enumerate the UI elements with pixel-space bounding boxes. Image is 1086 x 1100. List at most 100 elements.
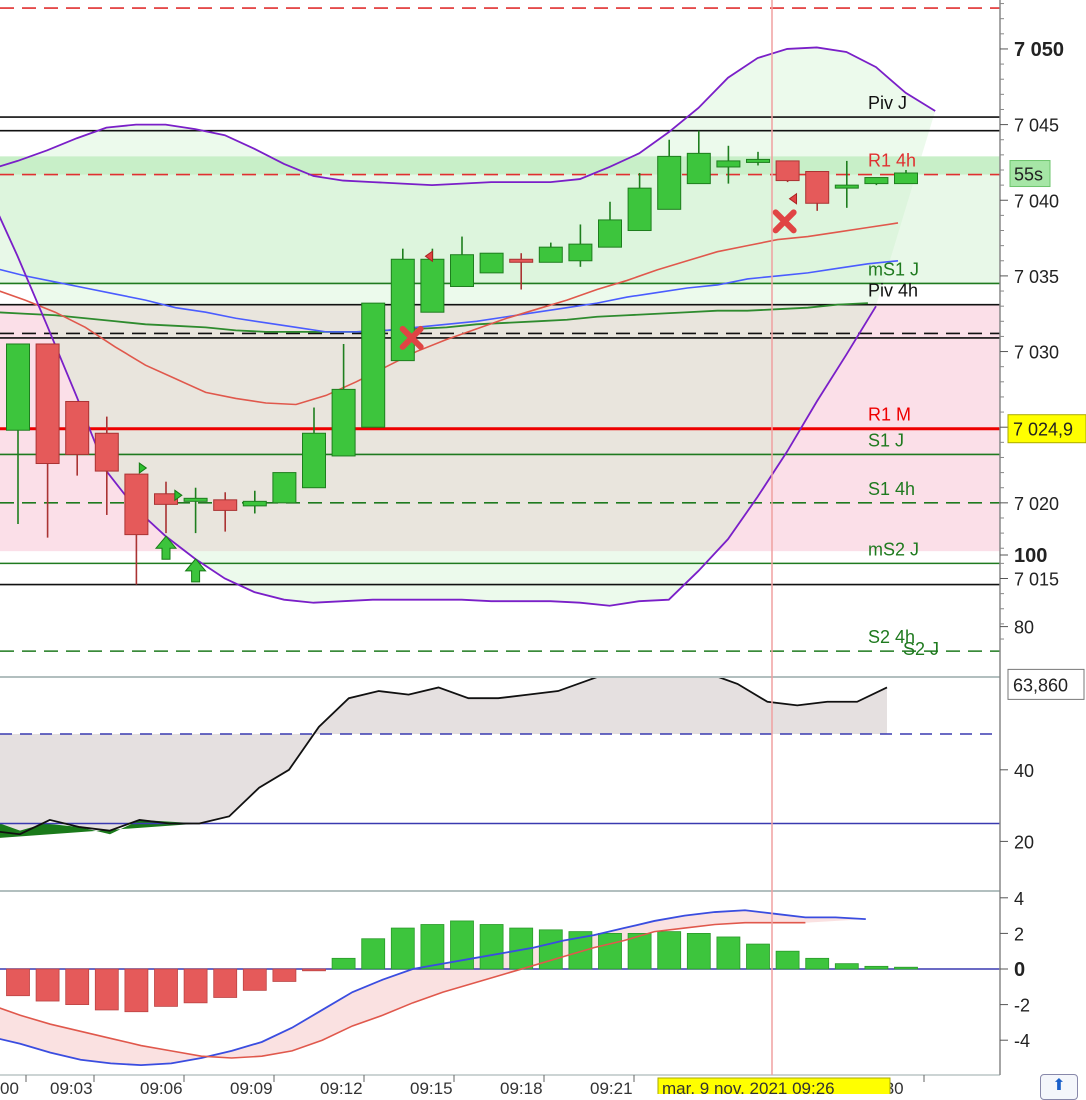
level-label: R1 4h: [868, 151, 916, 171]
macd-bar: [627, 933, 652, 970]
oscillator-tick-label: 40: [1014, 761, 1034, 781]
last-price-label: 7 024,9: [1013, 420, 1073, 440]
macd-bar: [420, 924, 445, 970]
macd-bar: [65, 968, 90, 1005]
oscillator-tick-label: 20: [1014, 832, 1034, 852]
level-label: Piv 4h: [868, 281, 918, 301]
candle-body: [627, 187, 652, 232]
level-label: S2 J: [903, 639, 939, 659]
price-tick-label: 7 020: [1014, 494, 1059, 514]
candle-body: [450, 254, 474, 287]
candle-body: [894, 172, 918, 185]
macd-line: [0, 909, 866, 1067]
panel-separators: [0, 0, 1001, 1076]
macd-bar: [361, 938, 386, 970]
time-tick-label: 00: [0, 1079, 19, 1094]
candle-body: [775, 160, 800, 182]
candle-body: [183, 497, 208, 502]
macd-bar: [479, 924, 504, 970]
time-tick-label: 09:15: [410, 1079, 453, 1094]
oscillator-axis[interactable]: 100 80 40 20 63,860: [1000, 545, 1085, 852]
ema-red-line: [0, 222, 899, 406]
candle-body: [420, 258, 445, 313]
level-label: mS1 J: [868, 259, 919, 279]
candle-body: [6, 343, 30, 431]
candle-body: [686, 152, 711, 185]
candle-body: [716, 160, 741, 168]
ema-blue-line: [0, 259, 899, 333]
candle-body: [746, 158, 770, 163]
macd-bar: [805, 957, 830, 970]
sell-signal-icon: [772, 209, 797, 234]
macd-tick-label: -2: [1014, 996, 1030, 1016]
candle-body: [65, 400, 90, 455]
cursor-time-badge: [657, 1077, 891, 1094]
signal-markers: [138, 192, 798, 583]
candle-body: [598, 219, 622, 248]
cursor-time-label: mar. 9 nov. 2021 09:26: [662, 1079, 835, 1094]
level-label: S2 4h: [868, 627, 915, 647]
macd-axis[interactable]: 4 2 0 -2 -4: [1000, 889, 1030, 1051]
candle-body: [94, 432, 119, 472]
oscillator-panel[interactable]: [0, 645, 1000, 838]
candle-body: [242, 500, 267, 507]
bollinger-area: [0, 47, 936, 606]
macd-bar: [302, 968, 326, 972]
price-tick-label: 7 035: [1014, 267, 1059, 287]
countdown-label: 55s: [1014, 165, 1043, 185]
macd-bar: [657, 931, 682, 970]
sell-signal-icon: [399, 325, 424, 350]
candle-body: [272, 472, 297, 504]
candle-body: [213, 499, 238, 511]
macd-bar: [864, 965, 889, 970]
candle-body: [154, 493, 178, 505]
macd-bar: [124, 968, 149, 1013]
candle-body: [538, 246, 563, 263]
macd-bar: [746, 943, 770, 970]
macd-tick-label: 0: [1014, 959, 1025, 981]
bollinger-fill: [0, 47, 936, 606]
countdown-badge: [1009, 160, 1051, 188]
time-axis[interactable]: 00 09:03 09:06 09:09 09:12 09:15 09:18 09:21:30…: [0, 1075, 925, 1094]
macd-panel[interactable]: [0, 909, 1000, 1067]
bollinger-upper-line: [0, 46, 936, 187]
macd-bar: [775, 950, 800, 970]
sell-triangle-icon: [788, 192, 798, 205]
buy-triangle-icon: [138, 462, 148, 475]
macd-bar: [242, 968, 267, 991]
oscillator-value-badge: [1007, 668, 1085, 700]
moving-averages: [0, 222, 899, 406]
last-price-badge: [1007, 414, 1086, 444]
macd-bar: [834, 963, 859, 970]
macd-bar: [686, 933, 711, 970]
ema-green-line: [0, 302, 868, 333]
time-tick-label: 09:03: [50, 1079, 93, 1094]
price-tick-label: 7 030: [1014, 343, 1059, 363]
buy-arrow-icon: [184, 558, 207, 583]
macd-bar: [894, 966, 918, 970]
scroll-to-latest-button[interactable]: ⬆: [1040, 1074, 1078, 1100]
time-tick-label: 09:12: [320, 1079, 363, 1094]
buy-arrow-icon: [154, 535, 178, 560]
pivot-lines: [0, 7, 1000, 652]
macd-fill: [0, 910, 866, 1066]
price-tick-label: 7 015: [1014, 570, 1059, 590]
candle-body: [479, 252, 504, 274]
candle-body: [834, 184, 859, 189]
candle-body: [331, 388, 356, 457]
macd-bar: [272, 968, 297, 982]
buy-triangle-icon: [174, 489, 183, 502]
time-tick-label: 09:18: [500, 1079, 543, 1094]
price-tick-label: 7 045: [1014, 116, 1059, 136]
oscillator-value-label: 63,860: [1013, 675, 1068, 695]
candle-body: [35, 343, 60, 465]
macd-tick-label: 4: [1014, 889, 1024, 909]
macd-bar: [390, 927, 415, 970]
candles[interactable]: [6, 130, 918, 585]
time-tick-label: 09:09: [230, 1079, 273, 1094]
candle-body: [509, 258, 534, 263]
